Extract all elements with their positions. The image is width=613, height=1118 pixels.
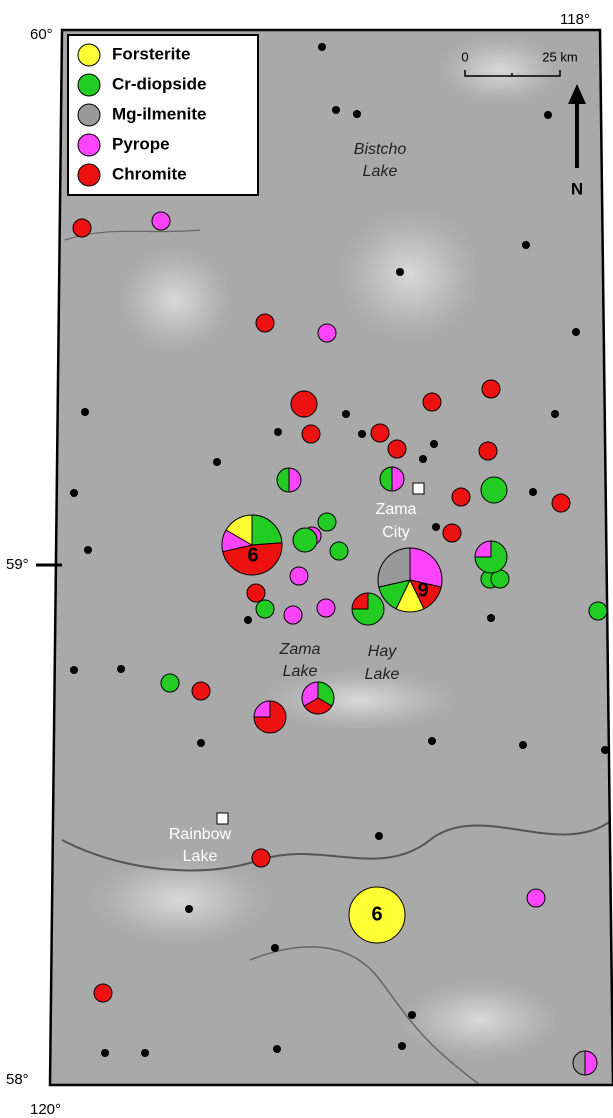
sample-dot xyxy=(332,106,340,114)
place-label: City xyxy=(382,524,410,541)
place-label: Hay xyxy=(368,643,397,660)
mineral-site xyxy=(161,674,179,692)
place-label: Rainbow xyxy=(169,826,232,843)
mineral-site xyxy=(482,380,500,398)
mineral-site xyxy=(443,524,461,542)
mineral-site xyxy=(192,682,210,700)
mineral-site xyxy=(247,584,265,602)
coordinate-label: 58° xyxy=(6,1071,29,1088)
mineral-site xyxy=(284,606,302,624)
coordinate-label: 60° xyxy=(30,26,53,43)
place-label: Lake xyxy=(365,666,400,683)
mineral-site xyxy=(290,567,308,585)
sample-dot xyxy=(358,430,366,438)
count-label: 9 xyxy=(417,579,428,601)
mineral-site xyxy=(252,849,270,867)
sample-dot xyxy=(353,110,361,118)
sample-dot xyxy=(318,43,326,51)
count-label: 6 xyxy=(371,903,382,925)
sample-dot xyxy=(522,241,530,249)
sample-dot xyxy=(428,737,436,745)
sample-dot xyxy=(273,1045,281,1053)
sample-dot xyxy=(81,408,89,416)
sample-dot xyxy=(70,666,78,674)
place-label: Zama xyxy=(279,641,321,658)
sample-dot xyxy=(185,905,193,913)
sample-dot xyxy=(487,614,495,622)
coordinate-label: 118° xyxy=(560,11,590,28)
sample-dot xyxy=(601,746,609,754)
sample-dot xyxy=(117,665,125,673)
mineral-site xyxy=(423,393,441,411)
coordinate-label: 120° xyxy=(30,1101,61,1118)
mineral-site xyxy=(291,391,317,417)
mineral-site xyxy=(302,425,320,443)
mineral-site xyxy=(552,494,570,512)
mineral-site xyxy=(293,528,317,552)
sample-dot xyxy=(101,1049,109,1057)
town-marker xyxy=(413,483,424,494)
sample-dot xyxy=(572,328,580,336)
sample-dot xyxy=(342,410,350,418)
sample-dot xyxy=(544,111,552,119)
sample-dot xyxy=(419,455,427,463)
sample-dot xyxy=(408,1011,416,1019)
sample-dot xyxy=(375,832,383,840)
mineral-site xyxy=(371,424,389,442)
sample-dot xyxy=(430,440,438,448)
legend-label: Pyrope xyxy=(112,134,170,153)
mineral-site xyxy=(479,442,497,460)
sample-dot xyxy=(519,741,527,749)
mineral-site xyxy=(318,324,336,342)
sample-dot xyxy=(141,1049,149,1057)
sample-dot xyxy=(197,739,205,747)
sample-dot xyxy=(271,944,279,952)
sample-dot xyxy=(84,546,92,554)
place-label: Lake xyxy=(363,163,398,180)
scale-label: 25 km xyxy=(542,49,577,64)
mineral-site xyxy=(317,599,335,617)
legend-label: Mg-ilmenite xyxy=(112,104,206,123)
map: 60° 118° 59° 58° 120° Forsterite Cr-diop… xyxy=(0,0,613,1118)
count-label: 6 xyxy=(247,544,258,566)
mineral-site xyxy=(256,600,274,618)
sample-dot xyxy=(213,458,221,466)
legend-label: Cr-diopside xyxy=(112,74,206,93)
place-label: Zama xyxy=(376,501,417,518)
mineral-site xyxy=(452,488,470,506)
north-label: N xyxy=(571,179,583,198)
town-marker xyxy=(217,813,228,824)
mineral-site xyxy=(94,984,112,1002)
coordinate-label: 59° xyxy=(6,556,29,573)
sample-dot xyxy=(551,410,559,418)
sample-dot xyxy=(398,1042,406,1050)
sample-dot xyxy=(396,268,404,276)
mineral-site xyxy=(589,602,607,620)
legend-label: Forsterite xyxy=(112,44,190,63)
sample-dot xyxy=(432,523,440,531)
place-label: Lake xyxy=(283,663,318,680)
legend-label: Chromite xyxy=(112,164,187,183)
scale-label: 0 xyxy=(461,49,468,64)
sample-dot xyxy=(529,488,537,496)
sample-dot xyxy=(244,616,252,624)
mineral-site xyxy=(330,542,348,560)
sample-dot xyxy=(70,489,78,497)
mineral-site xyxy=(388,440,406,458)
mineral-site xyxy=(73,219,91,237)
mineral-site xyxy=(481,477,507,503)
place-label: Lake xyxy=(183,848,218,865)
mineral-site xyxy=(256,314,274,332)
mineral-site xyxy=(318,513,336,531)
legend: Forsterite Cr-diopside Mg-ilmenite Pyrop… xyxy=(68,35,258,195)
place-label: Bistcho xyxy=(354,141,407,158)
sample-dot xyxy=(274,428,282,436)
mineral-site xyxy=(152,212,170,230)
mineral-site xyxy=(527,889,545,907)
